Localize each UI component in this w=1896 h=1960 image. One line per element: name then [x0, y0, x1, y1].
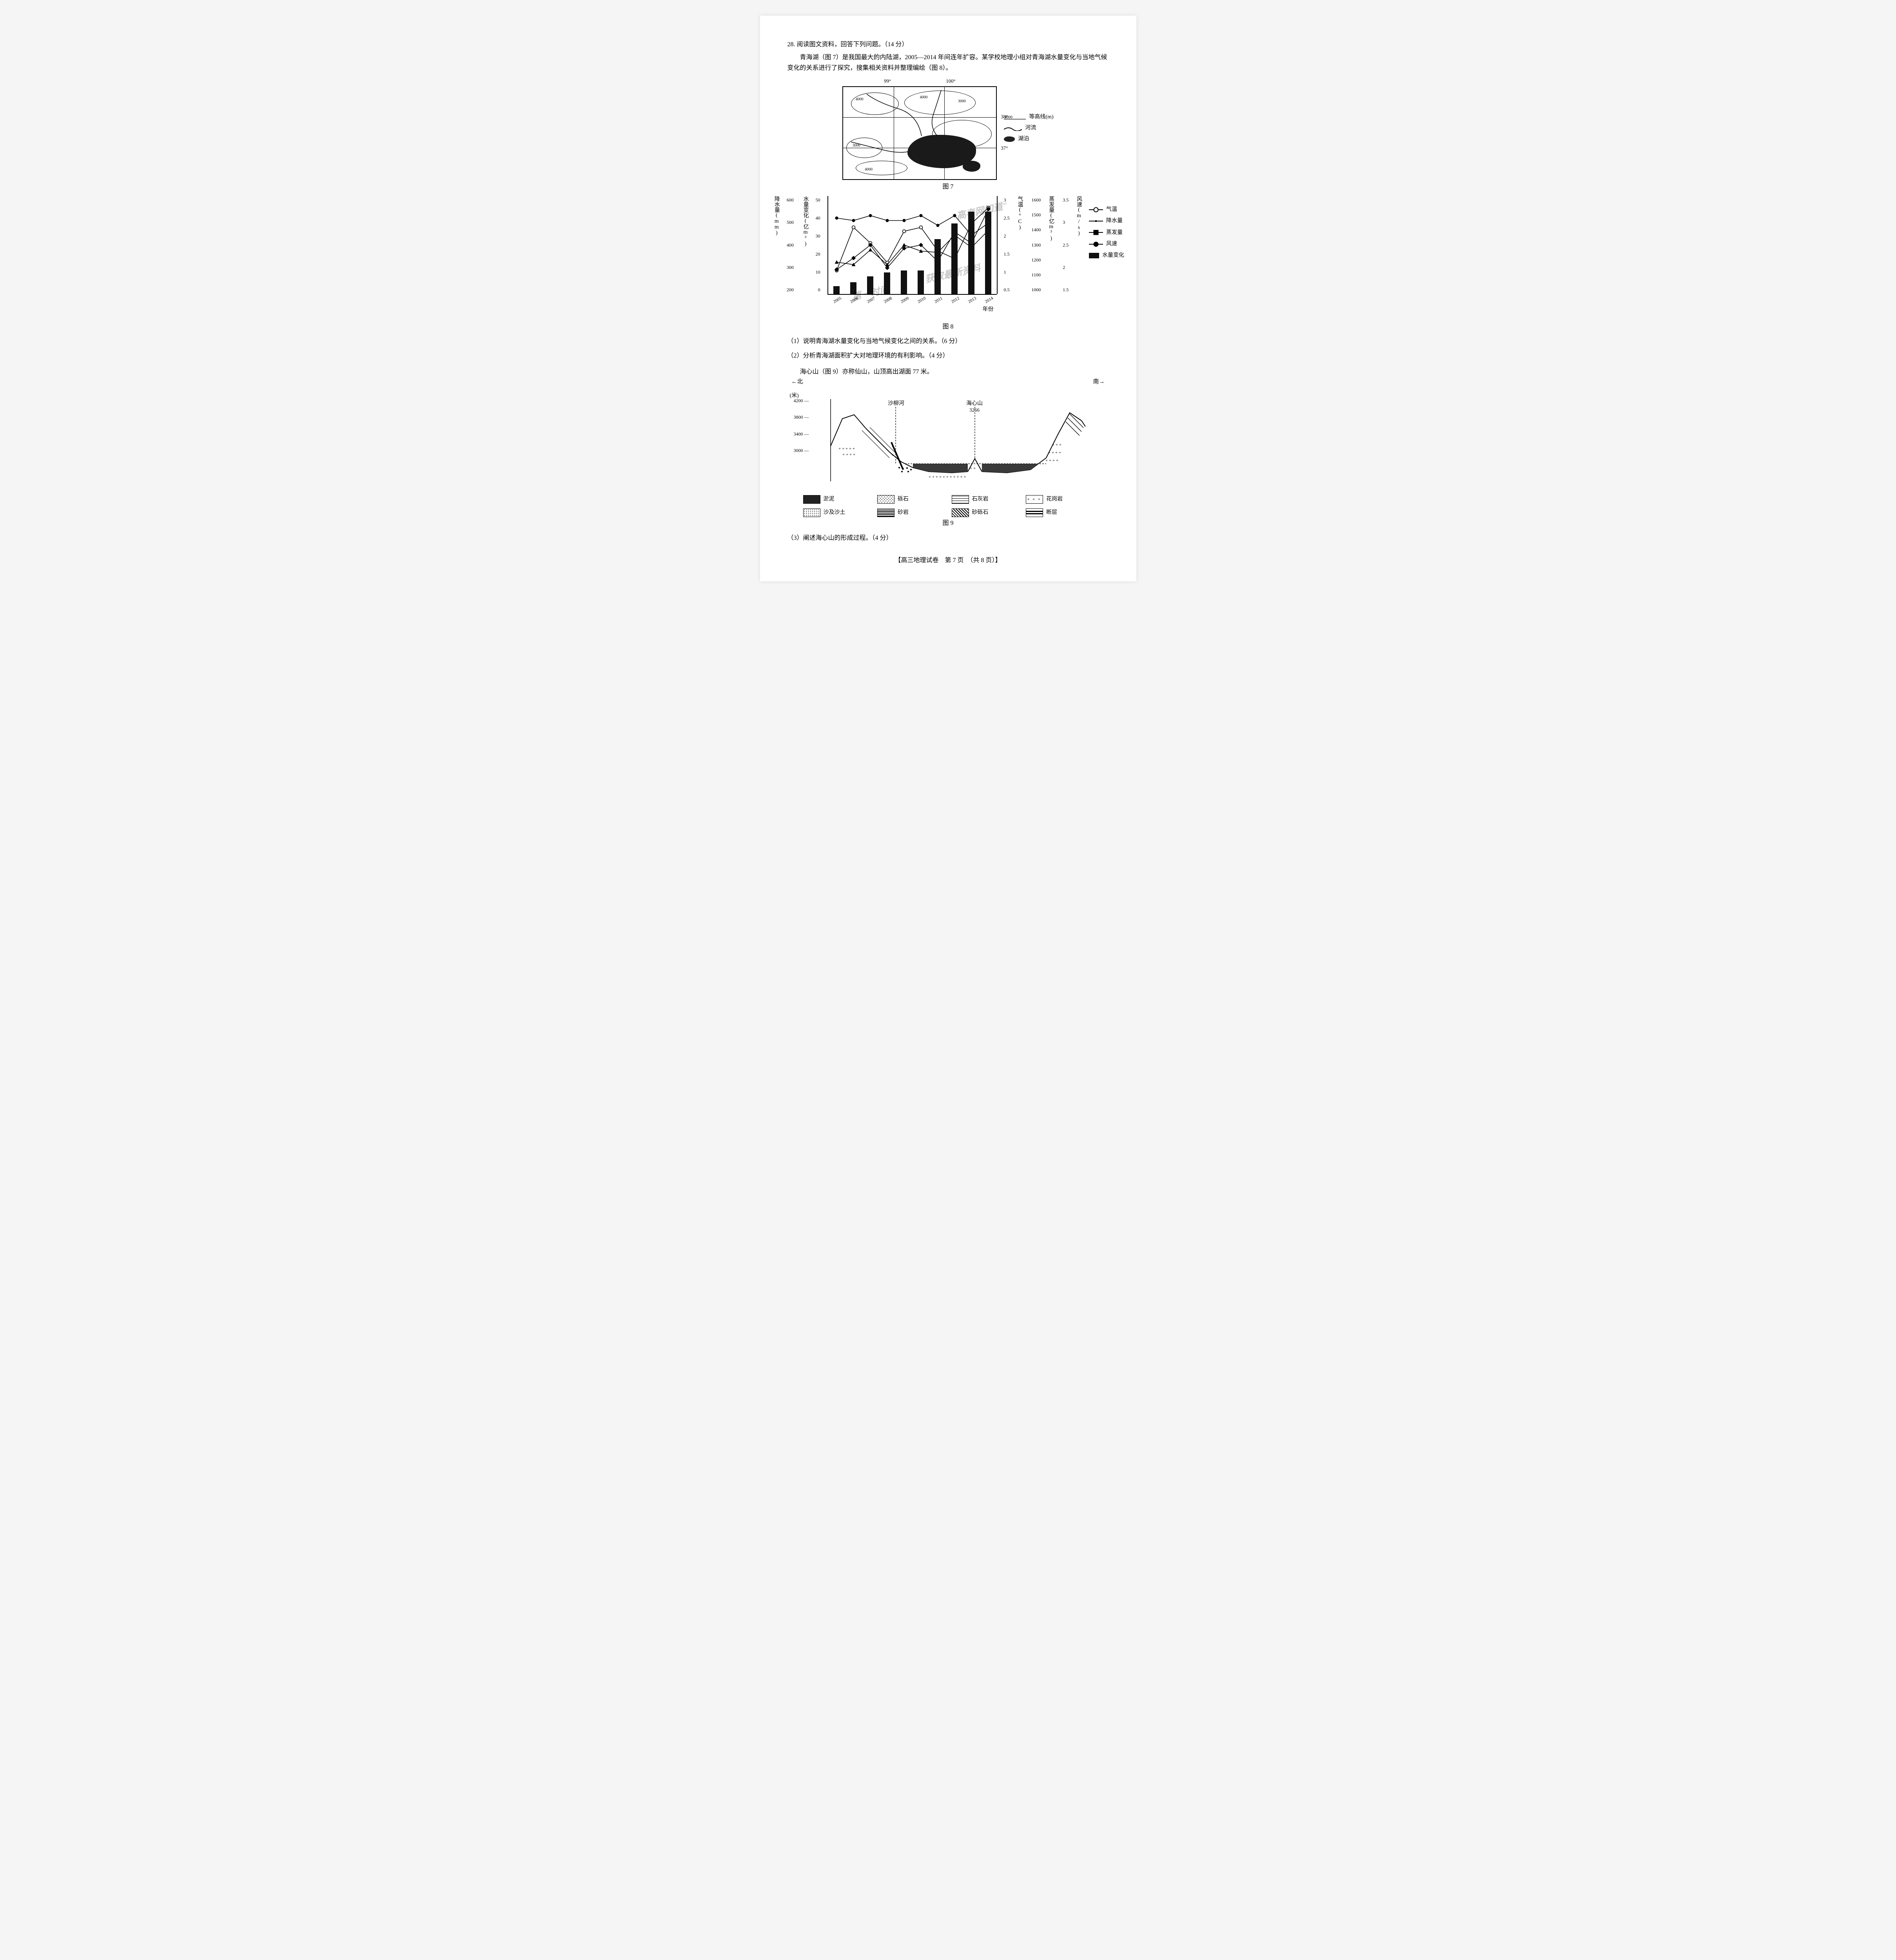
lon-tick-1: 99° [884, 77, 891, 85]
question-number: 28. [787, 41, 795, 48]
yaxis-precip: 600500400300200 [787, 196, 795, 294]
lg-sandstone: 砂岩 [898, 508, 909, 517]
svg-text:+ + + +: + + + + [842, 452, 855, 457]
chart8-legend: 气温 降水量 蒸发量 风速 水量变化 [1089, 196, 1124, 261]
page-footer: 【高三地理试卷 第 7 页 （共 8 页）】 [787, 555, 1109, 566]
legend-river: 河流 [1025, 123, 1036, 134]
lg-wind: 风速 [1106, 238, 1117, 250]
yaxis-evap: 1600150014001300120011001000 [1030, 196, 1041, 294]
lg-fault: 断层 [1046, 508, 1057, 517]
south-arrow: 南→ [1093, 377, 1105, 387]
svg-text:+ + + + + + + + + + +: + + + + + + + + + + + [929, 475, 966, 479]
axis-precip-label: 降水量(mm) [772, 196, 781, 236]
yaxis-volume: 50403020100 [816, 196, 822, 294]
question-stem: 28. 阅读图文资料，回答下列问题。（14 分） [787, 39, 1109, 50]
axis-wind-label: 风速(m/s) [1074, 196, 1083, 236]
lg-evap: 蒸发量 [1106, 227, 1123, 238]
lg-gravsand: 砂砾石 [972, 508, 989, 517]
figure-8: 降水量(mm) 600500400300200 水量变化(亿m³) 504030… [787, 196, 1109, 314]
lat-tick-1: 38° [1001, 113, 1008, 121]
svg-text:+ + + +: + + + + [1048, 450, 1061, 455]
lg-limestone: 石灰岩 [972, 495, 989, 504]
question-intro: 青海湖（图 7）是我国最大的内陆湖，2005—2014 年间连年扩容。某学校地理… [787, 52, 1109, 73]
cross-section-svg: 沙柳河 海心山 3266 + + + + + + + + + + + + + +… [787, 391, 1109, 489]
axis-volume-label: 水量变化(亿m³) [801, 196, 810, 247]
haixin-intro: 海心山（图 9）亦称仙山，山顶高出湖面 77 米。 [787, 367, 1109, 377]
map-box: 38° 37° 4000 4000 3000 3000 4000 [842, 86, 997, 180]
figure8-caption: 图 8 [787, 321, 1109, 332]
lg-gravel: 砾石 [898, 495, 909, 504]
lg-precip: 降水量 [1106, 215, 1123, 227]
subquestion-1: （1）说明青海湖水量变化与当地气候变化之间的关系。（6 分） [787, 336, 1109, 347]
svg-text:+ + +: + + + [1052, 443, 1061, 447]
yaxis-wind: 3.532.521.5 [1061, 196, 1069, 294]
lg-temp: 气温 [1106, 204, 1117, 215]
map-legend: 4000 等高线(m) 河流 湖泊 [1004, 112, 1053, 145]
lon-tick-2: 100° [946, 77, 956, 85]
axis-evap-label: 蒸发量(亿m³) [1046, 196, 1056, 241]
lat-tick-2: 37° [1001, 144, 1008, 152]
subquestion-2: （2）分析青海湖面积扩大对地理环境的有利影响。（4 分） [787, 350, 1109, 361]
figure-9: ←北 南→ (米) 4200 —3800 —3400 —3000 — [787, 377, 1109, 517]
island-elev: 3266 [969, 407, 980, 413]
exam-page: 28. 阅读图文资料，回答下列问题。（14 分） 青海湖（图 7）是我国最大的内… [760, 16, 1136, 581]
figure7-caption: 图 7 [787, 181, 1109, 192]
legend-lake-icon [1004, 136, 1015, 142]
x-years: 2005200620072008200920102011201220132014 [828, 295, 997, 303]
figure9-legend: 淤泥 砾石 石灰岩 花岗岩 沙及沙土 砂岩 砂砾石 断层 [787, 495, 1109, 517]
lg-granite: 花岗岩 [1046, 495, 1063, 504]
lg-sand: 沙及沙土 [824, 508, 845, 517]
legend-lake: 湖泊 [1018, 134, 1029, 145]
legend-contour: 等高线(m) [1029, 112, 1053, 123]
yaxis9: 4200 —3800 —3400 —3000 — [794, 397, 809, 455]
figure-7: 99° 100° 38° 37° 4000 [787, 77, 1109, 180]
svg-text:+ +: + + [970, 466, 976, 471]
figure9-caption: 图 9 [787, 518, 1109, 528]
north-arrow: ←北 [791, 377, 803, 387]
river-label: 沙柳河 [888, 400, 904, 407]
axis-temp-label: 气温(°C) [1015, 196, 1025, 230]
svg-text:+ + + +: + + + + [1045, 458, 1058, 463]
lg-vol: 水量变化 [1102, 250, 1124, 261]
svg-text:+ + + + +: + + + + + [838, 446, 855, 451]
question-text: 阅读图文资料，回答下列问题。（14 分） [797, 41, 908, 48]
lg-mud: 淤泥 [824, 495, 835, 504]
subquestion-3: （3）阐述海心山的形成过程。（4 分） [787, 533, 1109, 543]
island-label: 海心山 [966, 400, 983, 407]
chart8-plot: 2005200620072008200920102011201220132014… [827, 196, 997, 295]
yaxis-temp: 32.521.510.5 [1002, 196, 1010, 294]
rivers [843, 87, 996, 179]
